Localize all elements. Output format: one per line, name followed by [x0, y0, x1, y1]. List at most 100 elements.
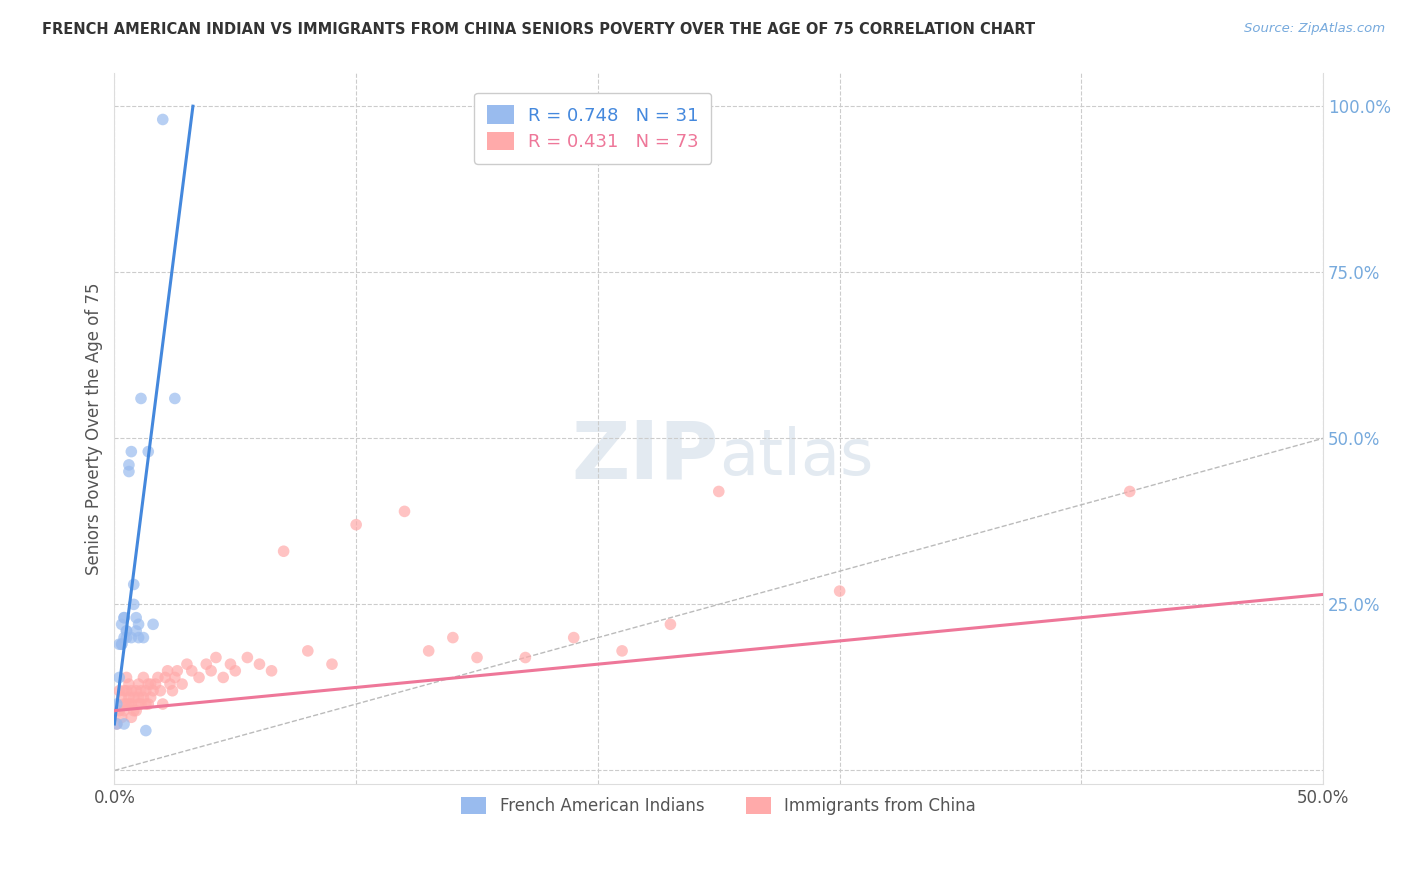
Point [156, 664, 179, 678]
Point [149, 683, 172, 698]
Point [344, 517, 367, 532]
Point [145, 677, 167, 691]
Point [142, 683, 165, 698]
Point [115, 624, 138, 638]
Point [132, 690, 155, 705]
Point [136, 444, 159, 458]
Point [610, 644, 633, 658]
Point [418, 644, 440, 658]
Point [120, 697, 142, 711]
Point [115, 697, 138, 711]
Point [111, 710, 134, 724]
Text: ZIP: ZIP [571, 417, 718, 496]
Point [122, 577, 145, 591]
Point [163, 392, 186, 406]
Point [212, 670, 235, 684]
Point [118, 690, 141, 705]
Point [115, 624, 138, 638]
Point [112, 610, 135, 624]
Point [108, 704, 131, 718]
Point [115, 683, 138, 698]
Point [828, 584, 851, 599]
Point [249, 657, 271, 672]
Point [236, 650, 259, 665]
Point [118, 458, 141, 472]
Point [125, 624, 148, 638]
Point [105, 697, 128, 711]
Text: Source: ZipAtlas.com: Source: ZipAtlas.com [1244, 22, 1385, 36]
Point [659, 617, 682, 632]
Point [112, 717, 135, 731]
Point [108, 670, 131, 684]
Point [200, 664, 222, 678]
Point [515, 650, 537, 665]
Point [112, 697, 135, 711]
Point [118, 465, 141, 479]
Point [112, 610, 135, 624]
Point [136, 697, 159, 711]
Point [129, 392, 152, 406]
Point [128, 697, 150, 711]
Point [441, 631, 464, 645]
Point [205, 650, 228, 665]
Point [219, 657, 242, 672]
Point [135, 683, 157, 698]
Point [172, 677, 194, 691]
Point [118, 677, 141, 691]
Point [188, 670, 211, 684]
Point [707, 484, 730, 499]
Point [112, 704, 135, 718]
Point [139, 677, 162, 691]
Point [162, 683, 184, 698]
Point [195, 657, 218, 672]
Point [224, 664, 246, 678]
Point [128, 690, 150, 705]
Point [111, 690, 134, 705]
Point [111, 617, 134, 632]
Point [1119, 484, 1142, 499]
Point [115, 670, 138, 684]
Point [180, 664, 202, 678]
Point [118, 697, 141, 711]
Point [153, 670, 176, 684]
Point [112, 683, 135, 698]
Point [136, 677, 159, 691]
Point [135, 697, 157, 711]
Point [125, 704, 148, 718]
Point [297, 644, 319, 658]
Point [125, 610, 148, 624]
Point [111, 637, 134, 651]
Point [146, 670, 169, 684]
Point [163, 670, 186, 684]
Point [122, 598, 145, 612]
Point [129, 683, 152, 698]
Point [120, 444, 142, 458]
Point [128, 617, 150, 632]
Legend: French American Indians, Immigrants from China: French American Indians, Immigrants from… [451, 787, 986, 825]
Point [115, 631, 138, 645]
Point [108, 637, 131, 651]
Point [139, 690, 162, 705]
Point [125, 683, 148, 698]
Point [120, 710, 142, 724]
Point [132, 631, 155, 645]
Point [111, 637, 134, 651]
Point [159, 677, 181, 691]
Point [260, 664, 283, 678]
Point [122, 690, 145, 705]
Point [142, 617, 165, 632]
Text: atlas: atlas [718, 425, 873, 488]
Point [122, 704, 145, 718]
Point [321, 657, 343, 672]
Point [273, 544, 295, 558]
Point [108, 683, 131, 698]
Point [105, 717, 128, 731]
Point [120, 683, 142, 698]
Y-axis label: Seniors Poverty Over the Age of 75: Seniors Poverty Over the Age of 75 [86, 282, 103, 574]
Point [105, 717, 128, 731]
Point [135, 723, 157, 738]
Point [562, 631, 585, 645]
Point [176, 657, 198, 672]
Point [129, 697, 152, 711]
Point [166, 664, 188, 678]
